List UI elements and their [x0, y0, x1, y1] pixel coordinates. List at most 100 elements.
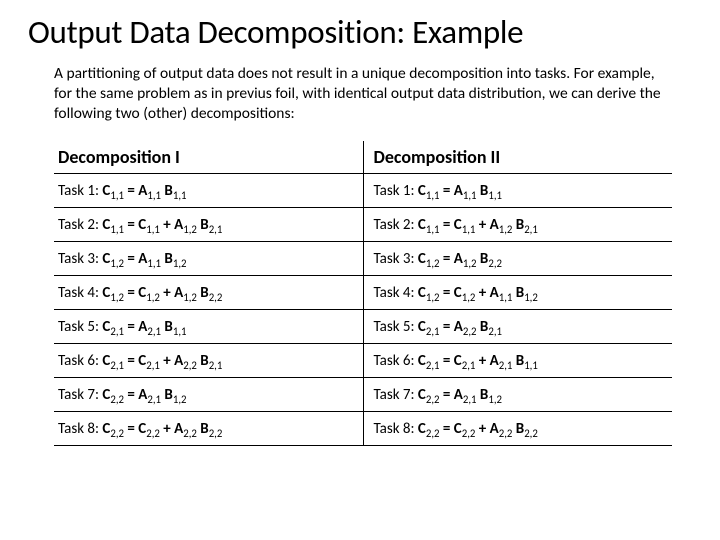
math-var: C2,1 — [418, 352, 440, 370]
math-var: A2,1 — [454, 386, 477, 404]
slide: Output Data Decomposition: Example A par… — [0, 0, 720, 456]
math-subscript: 1,1 — [463, 189, 477, 202]
math-subscript: 2,1 — [209, 223, 223, 236]
math-subscript: 1,2 — [173, 257, 187, 270]
math-subscript: 1,2 — [183, 223, 197, 236]
page-title: Output Data Decomposition: Example — [28, 12, 692, 52]
table-cell: Task 7: C2,2 = A2,1 B1,2 — [54, 378, 363, 412]
math-expression: C1,1 = A1,1 B1,1 — [102, 182, 186, 200]
task-label: Task 8: — [374, 420, 418, 438]
math-var: B2,2 — [480, 250, 502, 268]
math-expression: C2,1 = A2,2 B2,1 — [418, 318, 502, 336]
math-var: A1,2 — [174, 216, 197, 234]
math-expression: C1,2 = C1,2 + A1,2 B2,2 — [102, 284, 222, 302]
math-subscript: 2,1 — [110, 359, 124, 372]
task-label: Task 6: — [58, 352, 102, 370]
math-var: C1,1 — [454, 216, 476, 234]
math-var: C1,1 — [138, 216, 160, 234]
math-subscript: 2,1 — [426, 359, 440, 372]
math-var: C2,1 — [454, 352, 476, 370]
math-var: B1,1 — [164, 318, 186, 336]
table-cell: Task 5: C2,1 = A2,2 B2,1 — [363, 310, 672, 344]
math-subscript: 1,2 — [524, 291, 538, 304]
math-var: C1,1 — [418, 182, 440, 200]
math-subscript: 2,2 — [488, 257, 502, 270]
math-subscript: 1,2 — [499, 223, 513, 236]
math-var: C1,1 — [102, 182, 124, 200]
math-var: B2,1 — [480, 318, 502, 336]
math-var: C2,1 — [102, 352, 124, 370]
math-subscript: 1,1 — [173, 325, 187, 338]
math-var: A2,1 — [138, 318, 161, 336]
math-subscript: 1,1 — [426, 223, 440, 236]
math-var: A1,2 — [454, 250, 477, 268]
math-subscript: 2,1 — [147, 393, 161, 406]
math-var: A2,2 — [174, 420, 197, 438]
math-var: A1,2 — [174, 284, 197, 302]
table-cell: Task 8: C2,2 = C2,2 + A2,2 B2,2 — [363, 412, 672, 446]
math-expression: C1,1 = C1,1 + A1,2 B2,1 — [418, 216, 538, 234]
table-cell: Task 4: C1,2 = C1,2 + A1,2 B2,2 — [54, 276, 363, 310]
table-row: Task 8: C2,2 = C2,2 + A2,2 B2,2Task 8: C… — [54, 412, 672, 446]
math-subscript: 2,2 — [209, 291, 223, 304]
task-label: Task 1: — [58, 182, 102, 200]
math-subscript: 1,1 — [110, 223, 124, 236]
math-subscript: 1,2 — [463, 257, 477, 270]
math-subscript: 1,1 — [110, 189, 124, 202]
task-label: Task 1: — [374, 182, 418, 200]
table-row: Task 4: C1,2 = C1,2 + A1,2 B2,2Task 4: C… — [54, 276, 672, 310]
math-subscript: 1,1 — [426, 189, 440, 202]
task-label: Task 5: — [58, 318, 102, 336]
table-cell: Task 2: C1,1 = C1,1 + A1,2 B2,1 — [54, 208, 363, 242]
math-var: C1,2 — [454, 284, 476, 302]
math-var: C2,1 — [102, 318, 124, 336]
math-subscript: 1,2 — [110, 291, 124, 304]
math-subscript: 2,1 — [462, 359, 476, 372]
math-expression: C1,2 = A1,1 B1,2 — [102, 250, 186, 268]
math-subscript: 1,2 — [426, 257, 440, 270]
table-cell: Task 6: C2,1 = C2,1 + A2,1 B1,1 — [363, 344, 672, 378]
math-var: A1,1 — [138, 250, 161, 268]
math-expression: C1,2 = C1,2 + A1,1 B1,2 — [418, 284, 538, 302]
table-row: Task 6: C2,1 = C2,1 + A2,2 B2,1 Task 6: C… — [54, 344, 672, 378]
task-label: Task 4: — [58, 284, 102, 302]
table-cell: Task 2: C1,1 = C1,1 + A1,2 B2,1 — [363, 208, 672, 242]
math-var: C1,2 — [138, 284, 160, 302]
math-var: A2,2 — [490, 420, 513, 438]
table-row: Task 7: C2,2 = A2,1 B1,2Task 7: C2,2 = A… — [54, 378, 672, 412]
math-var: A2,1 — [138, 386, 161, 404]
math-var: A1,1 — [138, 182, 161, 200]
math-expression: C2,1 = C2,1 + A2,2 B2,1 — [102, 352, 222, 370]
math-var: C2,2 — [418, 420, 440, 438]
table-cell: Task 3: C1,2 = A1,2 B2,2 — [363, 242, 672, 276]
math-subscript: 1,1 — [462, 223, 476, 236]
math-subscript: 2,2 — [524, 427, 538, 440]
math-subscript: 1,1 — [173, 189, 187, 202]
math-expression: C2,2 = C2,2 + A2,2 B2,2 — [102, 420, 222, 438]
table-cell: Task 3: C1,2 = A1,1 B1,2 — [54, 242, 363, 276]
math-var: C2,1 — [418, 318, 440, 336]
task-label: Task 3: — [374, 250, 418, 268]
table-row: Task 1: C1,1 = A1,1 B1,1Task 1: C1,1 = A… — [54, 174, 672, 208]
math-var: A2,2 — [454, 318, 477, 336]
math-var: B1,2 — [164, 386, 186, 404]
math-subscript: 2,1 — [499, 359, 513, 372]
math-subscript: 2,2 — [183, 359, 197, 372]
table-row: Task 3: C1,2 = A1,1 B1,2Task 3: C1,2 = A… — [54, 242, 672, 276]
math-expression: C2,2 = A2,1 B1,2 — [102, 386, 186, 404]
math-subscript: 1,2 — [183, 291, 197, 304]
table-cell: Task 1: C1,1 = A1,1 B1,1 — [54, 174, 363, 208]
math-subscript: 2,1 — [146, 359, 160, 372]
math-var: C2,2 — [454, 420, 476, 438]
math-var: C2,2 — [102, 420, 124, 438]
math-var: B2,2 — [200, 284, 222, 302]
math-var: B2,1 — [200, 216, 222, 234]
math-subscript: 2,2 — [183, 427, 197, 440]
math-var: A2,2 — [174, 352, 197, 370]
math-subscript: 1,1 — [488, 189, 502, 202]
math-subscript: 1,2 — [426, 291, 440, 304]
math-expression: C1,1 = A1,1 B1,1 — [418, 182, 502, 200]
math-var: C1,2 — [418, 284, 440, 302]
math-subscript: 2,1 — [463, 393, 477, 406]
math-subscript: 1,1 — [524, 359, 538, 372]
